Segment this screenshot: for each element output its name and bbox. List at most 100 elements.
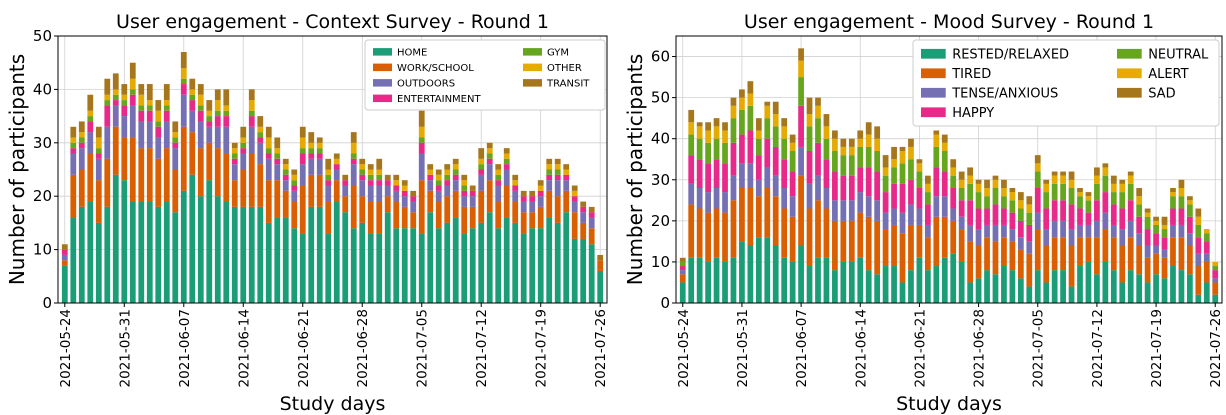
bar-segment (1119, 245, 1126, 283)
bar-segment (299, 233, 306, 303)
bar-segment (1102, 261, 1109, 303)
bar-segment (713, 257, 720, 303)
bar-segment (1170, 196, 1176, 209)
bar-segment (1136, 233, 1143, 246)
bar-segment (129, 89, 136, 95)
bar-segment (257, 116, 264, 127)
bar-segment (299, 164, 306, 186)
bar-segment (180, 68, 187, 79)
bar-segment (197, 196, 204, 303)
legend-box (364, 39, 606, 111)
bar-segment (486, 180, 493, 213)
bar-segment (1212, 266, 1219, 271)
legend-swatch (523, 79, 542, 87)
bar-segment (333, 153, 340, 159)
legend-label: RESTED/RELAXED (952, 48, 1069, 63)
bar-segment (739, 109, 745, 135)
bar-segment (206, 100, 213, 111)
bar-segment (1085, 224, 1092, 238)
x-tick-label: 2021-07-05 (415, 309, 431, 387)
bar-segment (427, 164, 434, 170)
bar-segment (713, 187, 720, 209)
bar-segment (537, 190, 544, 197)
bar-segment (129, 94, 136, 106)
bar-segment (1085, 192, 1092, 197)
bar-segment (857, 130, 864, 139)
x-tick-label: 2021-07-19 (1149, 309, 1165, 387)
bar-segment (78, 121, 85, 133)
bar-segment (257, 206, 264, 303)
bar-segment (764, 167, 771, 188)
bar-segment (1043, 282, 1050, 303)
bar-segment (747, 245, 754, 303)
bar-segment (874, 126, 881, 139)
bar-segment (435, 201, 442, 229)
bar-segment (495, 174, 502, 181)
bar-segment (367, 201, 374, 234)
bar-segment (503, 148, 510, 154)
bar-segment (984, 224, 990, 238)
bar-segment (739, 89, 745, 98)
bar-segment (597, 270, 604, 303)
bar-segment (580, 206, 587, 213)
bar-segment (755, 196, 762, 238)
bar-segment (950, 208, 957, 221)
bar-segment (61, 249, 68, 255)
bar-segment (308, 206, 315, 303)
bar-segment (282, 169, 289, 175)
bar-segment (865, 196, 872, 217)
bar-segment (924, 192, 931, 205)
bar-segment (223, 110, 230, 117)
y-tick-label: 10 (651, 253, 670, 271)
bar-segment (512, 222, 519, 303)
bar-segment (163, 105, 170, 111)
bar-segment (571, 190, 578, 197)
bar-segment (265, 158, 272, 181)
bar-segment (367, 174, 374, 181)
bar-segment (546, 190, 553, 218)
bar-segment (815, 200, 821, 258)
bar-segment (1068, 171, 1075, 180)
bar-segment (840, 146, 847, 156)
bar-segment (924, 237, 931, 271)
bar-segment (933, 266, 940, 303)
x-tick-label: 2021-06-07 (794, 309, 810, 387)
bar-segment (1170, 224, 1176, 238)
legend-label: TIRED (951, 67, 991, 82)
bar-segment (78, 137, 85, 143)
bar-segment (730, 118, 737, 143)
bar-segment (308, 153, 315, 159)
bar-segment (138, 148, 145, 202)
bar-segment (1085, 237, 1092, 262)
bar-segment (486, 164, 493, 181)
bar-segment (529, 228, 536, 303)
bar-segment (384, 180, 391, 186)
bar-segment (823, 187, 830, 209)
bar-segment (899, 212, 906, 234)
legend-swatch (373, 63, 392, 72)
bar-segment (1060, 270, 1066, 303)
bar-segment (95, 222, 102, 303)
bar-segment (95, 158, 102, 181)
bar-segment (1195, 224, 1202, 238)
bar-segment (87, 153, 94, 202)
bar-segment (495, 164, 502, 170)
bar-segment (461, 180, 468, 186)
bar-segment (798, 105, 804, 147)
bar-segment (815, 118, 821, 143)
bar-segment (401, 190, 408, 197)
bar-segment (679, 274, 686, 283)
bar-segment (992, 274, 999, 303)
bar-segment (1195, 253, 1202, 267)
bar-segment (282, 190, 289, 218)
bar-segment (418, 233, 425, 303)
x-tick-label: 2021-07-12 (1090, 309, 1106, 387)
bar-segment (121, 116, 128, 138)
bar-segment (1127, 183, 1134, 201)
bar-segment (121, 100, 128, 106)
bar-segment (950, 175, 957, 188)
bar-segment (1085, 200, 1092, 213)
bar-segment (1170, 192, 1176, 197)
bar-segment (308, 158, 315, 175)
bar-segment (1127, 175, 1134, 184)
